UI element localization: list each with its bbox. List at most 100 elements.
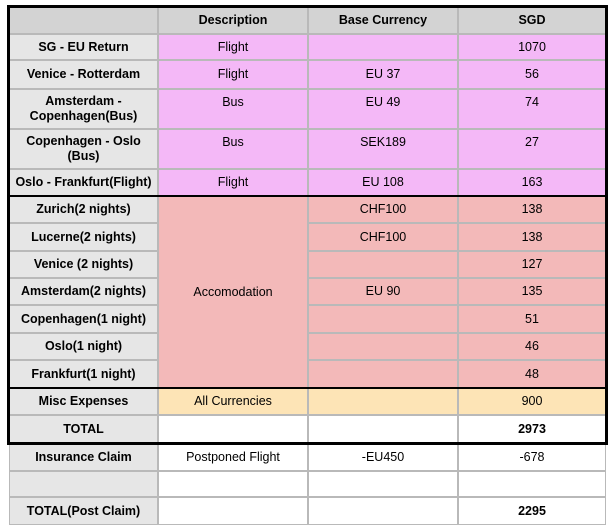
accommodation-sgd-cell[interactable]: 138 (458, 196, 606, 223)
total-base-currency-cell[interactable] (308, 415, 458, 443)
misc-label-cell[interactable]: Misc Expenses (9, 388, 158, 415)
insurance-description-value: Postponed Flight (186, 450, 280, 464)
transport-route-cell[interactable]: SG - EU Return (9, 34, 158, 60)
transport-route-cell[interactable]: Copenhagen - Oslo (Bus) (9, 129, 158, 169)
sgd-value: 74 (525, 95, 539, 109)
transport-base-currency-cell[interactable]: SEK189 (308, 129, 458, 169)
accommodation-base-currency-cell[interactable] (308, 333, 458, 360)
place-label: Lucerne(2 nights) (31, 229, 136, 244)
base-currency-value: CHF100 (359, 229, 407, 244)
transport-sgd-cell[interactable]: 74 (458, 89, 606, 129)
transport-description-cell[interactable]: Flight (158, 34, 308, 60)
misc-label: Misc Expenses (38, 394, 129, 408)
accommodation-base-currency-cell[interactable]: CHF100 (308, 196, 458, 223)
description-value: Flight (217, 39, 249, 54)
place-label: Venice (2 nights) (33, 257, 134, 271)
header-base-currency[interactable]: Base Currency (308, 6, 458, 34)
total-description-cell[interactable] (158, 415, 308, 443)
accommodation-base-currency-cell[interactable]: EU 90 (308, 278, 458, 305)
transport-route-cell[interactable]: Oslo - Frankfurt(Flight) (9, 169, 158, 196)
accommodation-base-currency-cell[interactable] (308, 305, 458, 333)
total-sgd-cell[interactable]: 2973 (458, 415, 606, 443)
sgd-value: 27 (525, 135, 539, 149)
accommodation-sgd-cell[interactable]: 127 (458, 251, 606, 278)
total-post-claim-sgd-cell[interactable]: 2295 (458, 497, 606, 525)
header-description[interactable]: Description (158, 6, 308, 34)
header-description-text: Description (198, 12, 268, 27)
transport-base-currency-cell[interactable]: EU 49 (308, 89, 458, 129)
misc-base-currency-cell[interactable] (308, 388, 458, 415)
total-sgd-value: 2973 (518, 421, 546, 436)
total-post-claim-sgd-value: 2295 (518, 503, 546, 518)
accommodation-sgd-cell[interactable]: 51 (458, 305, 606, 333)
sgd-value: 51 (525, 311, 539, 326)
description-value: Bus (222, 135, 244, 149)
header-sgd[interactable]: SGD (458, 6, 606, 34)
place-label: Copenhagen(1 night) (21, 311, 146, 326)
place-label: Zurich(2 nights) (36, 202, 131, 216)
accommodation-sgd-cell[interactable]: 46 (458, 333, 606, 360)
blank-sgd-cell[interactable] (458, 471, 606, 497)
accommodation-sgd-cell[interactable]: 135 (458, 278, 606, 305)
accommodation-description-value: Accomodation (193, 284, 273, 299)
insurance-label: Insurance Claim (35, 450, 132, 464)
total-post-claim-base-currency-cell[interactable] (308, 497, 458, 525)
description-value: Bus (222, 95, 244, 109)
route-label: SG - EU Return (38, 39, 129, 54)
header-sgd-text: SGD (518, 12, 546, 27)
place-label: Oslo(1 night) (44, 339, 123, 353)
insurance-description-cell[interactable]: Postponed Flight (158, 444, 308, 471)
accommodation-place-cell[interactable]: Frankfurt(1 night) (9, 360, 158, 388)
route-label: Venice - Rotterdam (26, 67, 141, 81)
transport-route-cell[interactable]: Amsterdam - Copenhagen(Bus) (9, 89, 158, 129)
transport-description-cell[interactable]: Bus (158, 89, 308, 129)
accommodation-base-currency-cell[interactable] (308, 251, 458, 278)
blank-label-cell[interactable] (9, 471, 158, 497)
transport-base-currency-cell[interactable]: EU 37 (308, 60, 458, 89)
header-base-currency-text: Base Currency (338, 12, 428, 27)
accommodation-place-cell[interactable]: Oslo(1 night) (9, 333, 158, 360)
sgd-value: 163 (521, 175, 543, 189)
misc-sgd-cell[interactable]: 900 (458, 388, 606, 415)
route-label: Copenhagen - Oslo (Bus) (26, 134, 141, 163)
header-blank-cell[interactable] (9, 6, 158, 34)
accommodation-base-currency-cell[interactable] (308, 360, 458, 388)
accommodation-sgd-cell[interactable]: 138 (458, 223, 606, 251)
insurance-sgd-cell[interactable]: -678 (458, 444, 606, 471)
misc-sgd-value: 900 (521, 394, 543, 408)
base-currency-value: EU 90 (365, 284, 401, 298)
sgd-value: 48 (525, 366, 539, 381)
transport-sgd-cell[interactable]: 1070 (458, 34, 606, 60)
accommodation-place-cell[interactable]: Zurich(2 nights) (9, 196, 158, 223)
accommodation-place-cell[interactable]: Lucerne(2 nights) (9, 223, 158, 251)
place-label: Frankfurt(1 night) (31, 366, 136, 381)
accommodation-place-cell[interactable]: Amsterdam(2 nights) (9, 278, 158, 305)
transport-description-cell[interactable]: Bus (158, 129, 308, 169)
insurance-label-cell[interactable]: Insurance Claim (9, 444, 158, 471)
section-divider-line (7, 387, 608, 389)
transport-sgd-cell[interactable]: 56 (458, 60, 606, 89)
transport-base-currency-cell[interactable] (308, 34, 458, 60)
accommodation-place-cell[interactable]: Venice (2 nights) (9, 251, 158, 278)
transport-sgd-cell[interactable]: 163 (458, 169, 606, 196)
blank-description-cell[interactable] (158, 471, 308, 497)
transport-description-cell[interactable]: Flight (158, 169, 308, 196)
transport-route-cell[interactable]: Venice - Rotterdam (9, 60, 158, 89)
transport-description-cell[interactable]: Flight (158, 60, 308, 89)
misc-description-cell[interactable]: All Currencies (158, 388, 308, 415)
transport-base-currency-cell[interactable]: EU 108 (308, 169, 458, 196)
sgd-value: 46 (525, 339, 539, 353)
accommodation-place-cell[interactable]: Copenhagen(1 night) (9, 305, 158, 333)
accommodation-sgd-cell[interactable]: 48 (458, 360, 606, 388)
base-currency-value: CHF100 (359, 202, 407, 216)
total-post-claim-description-cell[interactable] (158, 497, 308, 525)
transport-sgd-cell[interactable]: 27 (458, 129, 606, 169)
total-label-cell[interactable]: TOTAL (9, 415, 158, 443)
accommodation-description-cell[interactable]: Accomodation (158, 196, 308, 388)
accommodation-base-currency-cell[interactable]: CHF100 (308, 223, 458, 251)
blank-base-currency-cell[interactable] (308, 471, 458, 497)
total-label: TOTAL (63, 421, 104, 436)
total-post-claim-label-cell[interactable]: TOTAL(Post Claim) (9, 497, 158, 525)
insurance-base-currency-cell[interactable]: -EU450 (308, 444, 458, 471)
